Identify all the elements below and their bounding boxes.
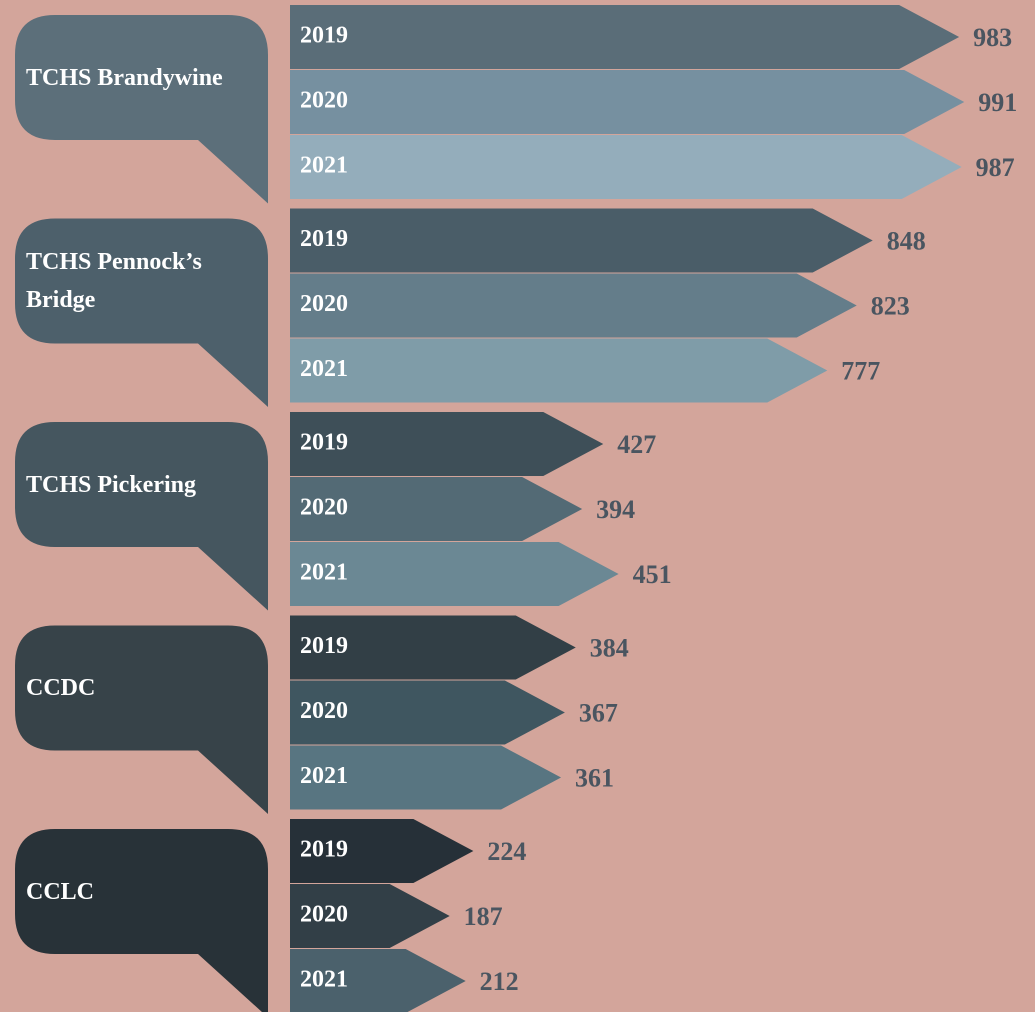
arrow-bar [290, 884, 450, 948]
value-label: 987 [976, 153, 1015, 182]
arrow-bar [290, 680, 565, 745]
group-label: TCHS Brandywine [26, 64, 223, 91]
arrow-bar [290, 477, 583, 541]
year-label: 2019 [300, 633, 348, 659]
arrow-bar [290, 70, 965, 134]
arrow-bar [290, 615, 576, 680]
arrow-bar [290, 542, 619, 606]
value-label: 187 [464, 902, 503, 931]
year-label: 2020 [300, 495, 348, 521]
year-label: 2020 [300, 291, 348, 317]
year-label: 2021 [300, 356, 348, 382]
year-label: 2019 [300, 430, 348, 456]
year-label: 2020 [300, 902, 348, 928]
value-label: 367 [579, 698, 618, 727]
year-label: 2021 [300, 560, 348, 586]
arrow-bar [290, 745, 562, 810]
arrow-bar [290, 819, 474, 883]
arrow-bar [290, 412, 604, 476]
speech-bubble [15, 625, 268, 814]
value-label: 777 [841, 356, 880, 385]
value-label: 451 [633, 560, 672, 589]
year-label: 2021 [300, 763, 348, 789]
value-label: 427 [617, 430, 656, 459]
value-label: 361 [575, 763, 614, 792]
year-label: 2019 [300, 837, 348, 863]
year-label: 2020 [300, 88, 348, 114]
group-label: TCHS Pennock’s Bridge [26, 249, 202, 313]
group-label: TCHS Pickering [26, 471, 197, 498]
arrow-bar [290, 338, 828, 403]
value-label: 848 [887, 226, 926, 255]
value-label: 991 [978, 88, 1017, 117]
speech-bubble [15, 829, 268, 1012]
arrow-bar [290, 949, 466, 1012]
arrow-bar [290, 273, 857, 338]
group-label: CCLC [26, 878, 95, 905]
value-label: 212 [480, 967, 519, 996]
value-label: 394 [596, 495, 635, 524]
arrow-bar [290, 135, 962, 199]
year-label: 2021 [300, 153, 348, 179]
speech-bubble [15, 422, 268, 611]
year-label: 2019 [300, 23, 348, 49]
speech-bubble [15, 218, 268, 407]
speech-bubble [15, 15, 268, 204]
value-label: 384 [590, 633, 629, 662]
year-label: 2021 [300, 967, 348, 993]
value-label: 224 [487, 837, 526, 866]
year-label: 2020 [300, 698, 348, 724]
group-label: CCDC [26, 675, 96, 701]
value-label: 823 [871, 291, 910, 320]
arrow-bar [290, 5, 960, 69]
arrow-bar [290, 208, 873, 273]
value-label: 983 [973, 23, 1012, 52]
year-label: 2019 [300, 226, 348, 252]
